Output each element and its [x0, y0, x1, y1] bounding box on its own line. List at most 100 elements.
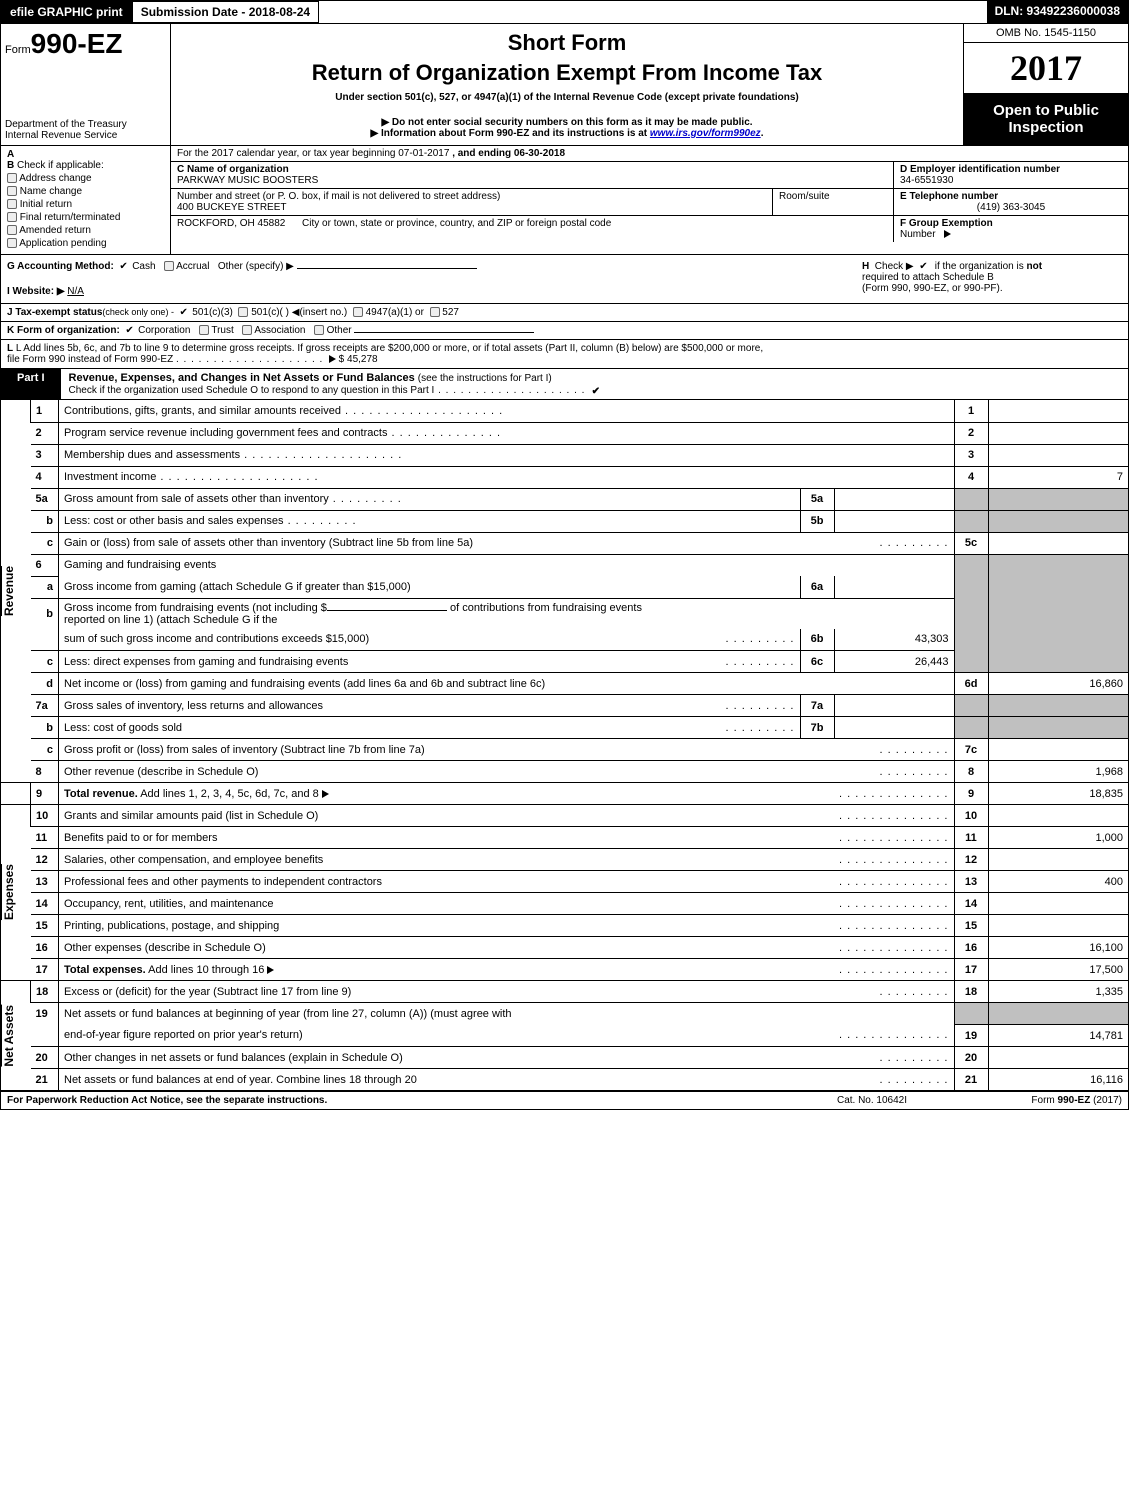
table-row: 7a Gross sales of inventory, less return…: [1, 695, 1128, 717]
line-9-mv: 18,835: [988, 783, 1128, 805]
part1-subtitle: (see the instructions for Part I): [418, 373, 552, 384]
j-4947: 4947(a)(1) or: [366, 307, 424, 318]
line-4-mv: 7: [988, 466, 1128, 488]
j-4947-check[interactable]: [353, 307, 363, 317]
line-1-num: 1: [31, 400, 59, 422]
room-suite-cell: Room/suite: [773, 189, 893, 215]
l-amount: $ 45,278: [339, 354, 378, 365]
line-18-desc: Excess or (deficit) for the year (Subtra…: [59, 981, 955, 1003]
part1-header: Part I Revenue, Expenses, and Changes in…: [1, 369, 1128, 400]
k-other-input[interactable]: [354, 332, 534, 333]
h-text1: Check ▶: [875, 261, 914, 272]
page-footer: For Paperwork Reduction Act Notice, see …: [1, 1091, 1128, 1109]
j-label: J Tax-exempt status: [7, 307, 102, 318]
part1-title: Revenue, Expenses, and Changes in Net As…: [61, 369, 1128, 399]
k-trust: Trust: [211, 325, 233, 336]
line-5a-sn: 5a: [800, 488, 834, 510]
line-6c-desc: Less: direct expenses from gaming and fu…: [59, 651, 801, 673]
k-assoc-check[interactable]: [242, 325, 252, 335]
check-application-pending[interactable]: Application pending: [7, 238, 164, 249]
check-initial-return[interactable]: Initial return: [7, 199, 164, 210]
info-about-pre: ▶ Information about Form 990-EZ and its …: [371, 128, 650, 139]
line-6a-shaded-val: [988, 576, 1128, 598]
check-name-change[interactable]: Name change: [7, 186, 164, 197]
table-row: Revenue 1 Contributions, gifts, grants, …: [1, 400, 1128, 422]
line-17-desc: Total expenses. Add lines 10 through 16: [59, 959, 955, 981]
info-about-line: ▶ Information about Form 990-EZ and its …: [181, 128, 953, 139]
line-7a-shaded-val: [988, 695, 1128, 717]
line-9-mn: 9: [954, 783, 988, 805]
d-label: D Employer identification number: [900, 164, 1060, 175]
line-2-mn: 2: [954, 422, 988, 444]
line-8-mv: 1,968: [988, 761, 1128, 783]
i-website-value: N/A: [67, 286, 84, 297]
table-row: sum of such gross income and contributio…: [1, 629, 1128, 651]
line-14-mv: [988, 893, 1128, 915]
h-right: H Check ▶ if the organization is not req…: [862, 261, 1122, 297]
g-cash: Cash: [132, 261, 155, 272]
line-6b-amount-input[interactable]: [327, 610, 447, 611]
section-j: J Tax-exempt status(check only one) - 50…: [1, 304, 1128, 322]
line-18-mv: 1,335: [988, 981, 1128, 1003]
check-address-change[interactable]: Address change: [7, 173, 164, 184]
j-501c3-check-icon: [180, 307, 190, 317]
part1-label: Part I: [1, 369, 61, 399]
line-16-num: 16: [31, 937, 59, 959]
line-5c-num: c: [31, 532, 59, 554]
table-row: 5a Gross amount from sale of assets othe…: [1, 488, 1128, 510]
line-2-desc: Program service revenue including govern…: [59, 422, 955, 444]
line-15-mv: [988, 915, 1128, 937]
section-l: L L Add lines 5b, 6c, and 7b to line 9 t…: [1, 340, 1128, 369]
line-2-num: 2: [31, 422, 59, 444]
part1-schedule-o-check-icon: [592, 385, 602, 395]
line-6d-mn: 6d: [954, 673, 988, 695]
k-trust-check[interactable]: [199, 325, 209, 335]
f-arrow-icon: [944, 230, 951, 238]
j-501c-check[interactable]: [238, 307, 248, 317]
check-final-return[interactable]: Final return/terminated: [7, 212, 164, 223]
table-row: c Gross profit or (loss) from sales of i…: [1, 739, 1128, 761]
line-19b-mv: 14,781: [988, 1025, 1128, 1047]
j-527-check[interactable]: [430, 307, 440, 317]
h-text2: if the organization is: [935, 261, 1024, 272]
check-amended-return[interactable]: Amended return: [7, 225, 164, 236]
table-row: 6 Gaming and fundraising events: [1, 554, 1128, 576]
org-name: PARKWAY MUSIC BOOSTERS: [177, 175, 887, 186]
footer-cat-no: Cat. No. 10642I: [772, 1095, 972, 1106]
line-7c-num: c: [31, 739, 59, 761]
line-7c-desc: Gross profit or (loss) from sales of inv…: [59, 739, 955, 761]
table-row: 16 Other expenses (describe in Schedule …: [1, 937, 1128, 959]
e-phone-value: (419) 363-3045: [900, 202, 1122, 213]
k-other-check[interactable]: [314, 325, 324, 335]
line-7a-sn: 7a: [800, 695, 834, 717]
form990ez-link[interactable]: www.irs.gov/form990ez: [650, 128, 761, 139]
cal-year-pre: For the 2017 calendar year, or tax year …: [177, 148, 449, 159]
row-a-label: A: [7, 149, 164, 160]
info-about-post: .: [761, 128, 764, 139]
line-5c-mv: [988, 532, 1128, 554]
line-19-num: 19: [31, 1003, 59, 1025]
check-accrual[interactable]: [164, 261, 174, 271]
table-row: 14 Occupancy, rent, utilities, and maint…: [1, 893, 1128, 915]
g-accrual: Accrual: [176, 261, 209, 272]
line-21-num: 21: [31, 1069, 59, 1091]
h-not: not: [1026, 261, 1042, 272]
part1-checkline: Check if the organization used Schedule …: [69, 385, 435, 396]
table-row: 12 Salaries, other compensation, and emp…: [1, 849, 1128, 871]
line-5b-shaded-val: [988, 510, 1128, 532]
line-4-num: 4: [31, 466, 59, 488]
dln-number: DLN: 93492236000038: [987, 1, 1128, 23]
line-5b-shaded: [954, 510, 988, 532]
table-row: 19 Net assets or fund balances at beginn…: [1, 1003, 1128, 1025]
efile-print-button[interactable]: efile GRAPHIC print: [1, 1, 132, 23]
g-other-input[interactable]: [297, 268, 477, 269]
line-7b-shaded: [954, 717, 988, 739]
table-row: Expenses 10 Grants and similar amounts p…: [1, 805, 1128, 827]
line-18-mn: 18: [954, 981, 988, 1003]
h-text4: (Form 990, 990-EZ, or 990-PF).: [862, 283, 1003, 294]
open-public-line1: Open to Public: [968, 102, 1124, 119]
table-row: 9 Total revenue. Add lines 1, 2, 3, 4, 5…: [1, 783, 1128, 805]
calendar-year-row: For the 2017 calendar year, or tax year …: [171, 146, 1128, 162]
footer-paperwork: For Paperwork Reduction Act Notice, see …: [7, 1095, 772, 1106]
table-row: c Gain or (loss) from sale of assets oth…: [1, 532, 1128, 554]
